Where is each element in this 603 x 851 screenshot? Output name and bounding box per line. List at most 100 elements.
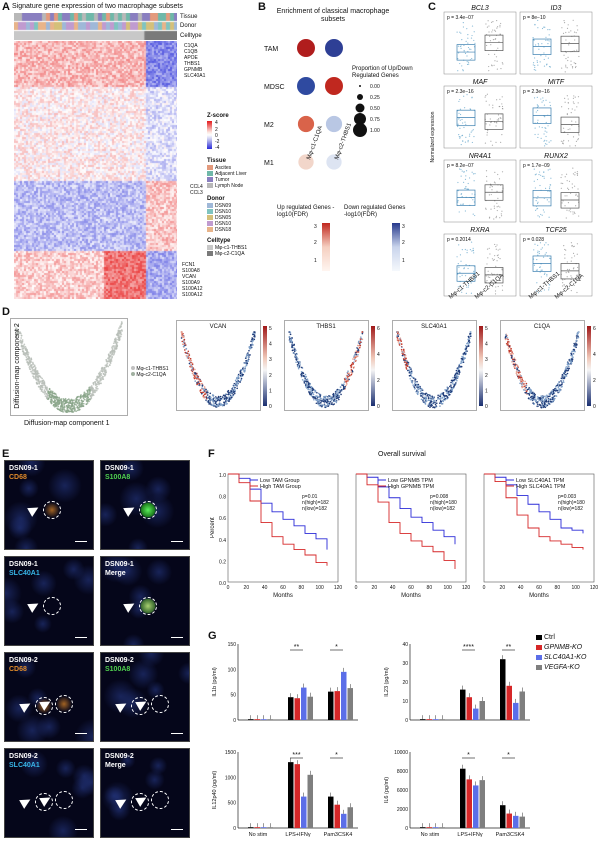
cell-point — [511, 353, 513, 355]
data-point — [493, 205, 495, 207]
cell-point — [240, 377, 243, 380]
cell-point — [233, 388, 236, 391]
cell-point — [425, 400, 428, 402]
data-point — [543, 133, 545, 135]
data-point — [495, 215, 498, 217]
data-point — [459, 98, 461, 101]
gene-label: S100A12 — [182, 286, 203, 292]
data-point — [467, 282, 470, 285]
cell-point — [110, 358, 113, 361]
cell-point — [45, 392, 48, 395]
cell-outline — [43, 501, 61, 519]
cell-point — [96, 379, 98, 382]
cell-point — [198, 382, 201, 385]
cell-point — [354, 351, 357, 354]
cell-point — [105, 358, 108, 361]
cell-point — [53, 392, 56, 395]
data-point — [464, 52, 467, 55]
survival-xtick: 20 — [244, 585, 250, 591]
data-point — [577, 195, 579, 197]
cell-point — [442, 394, 445, 397]
cell-point — [293, 352, 296, 355]
cell-point — [328, 402, 331, 405]
cell-point — [22, 351, 25, 354]
data-point — [563, 139, 565, 142]
cell-point — [215, 399, 217, 402]
cell-point — [223, 395, 226, 397]
arrowhead-icon — [19, 699, 33, 713]
cell-point — [190, 364, 193, 366]
cell-point — [439, 393, 442, 396]
cell-point — [183, 345, 185, 347]
data-point — [570, 260, 572, 262]
cell-point — [310, 385, 313, 388]
data-point — [471, 34, 473, 37]
cell-point — [69, 401, 72, 404]
cell-outline — [35, 697, 53, 715]
cell-point — [310, 394, 313, 397]
data-point — [543, 244, 546, 246]
data-point — [570, 30, 572, 32]
cell-point — [237, 376, 240, 378]
data-point — [547, 169, 549, 171]
cell-point — [233, 384, 236, 387]
data-point — [565, 57, 567, 60]
cell-point — [225, 403, 227, 405]
cell-point — [520, 380, 522, 383]
cell-point — [350, 366, 353, 368]
data-point — [548, 289, 550, 291]
cell-point — [23, 354, 26, 356]
survival-ytick: 0.6 — [219, 516, 226, 522]
data-point — [496, 260, 498, 262]
cell-point — [464, 352, 466, 355]
cell-point — [562, 374, 565, 377]
cell-point — [250, 345, 252, 348]
data-point — [463, 49, 465, 52]
cell-point — [294, 354, 297, 356]
data-point — [470, 37, 473, 39]
cell-point — [437, 394, 439, 397]
cell-point — [86, 398, 88, 401]
legend-row: DSN10 — [207, 209, 231, 215]
cell-point — [575, 339, 578, 342]
data-point — [467, 42, 469, 44]
data-point — [535, 69, 537, 71]
data-point — [459, 31, 461, 33]
data-point — [464, 178, 467, 180]
cell-point — [50, 398, 53, 401]
data-point — [534, 174, 536, 176]
data-point — [567, 108, 570, 110]
cell-point — [103, 370, 106, 373]
data-point — [492, 29, 494, 31]
cell-point — [69, 406, 72, 409]
cell-point — [342, 385, 345, 388]
cell-point — [515, 372, 518, 375]
data-point — [496, 255, 499, 257]
cell-point — [33, 364, 36, 367]
colorbar — [587, 326, 591, 406]
size-legend-dot — [353, 123, 367, 137]
data-point — [562, 141, 564, 143]
cell-point — [237, 377, 239, 380]
cell-point — [288, 331, 290, 333]
data-point — [534, 243, 536, 245]
boxplot-gene-title: NR4A1 — [469, 153, 492, 160]
data-point — [488, 53, 490, 56]
colorbar — [479, 326, 483, 406]
cell-point — [60, 408, 63, 411]
cell-point — [544, 395, 546, 397]
data-point — [542, 256, 545, 258]
cell-point — [534, 398, 537, 400]
data-point — [562, 282, 564, 284]
data-point — [489, 118, 491, 120]
cell-point — [404, 361, 406, 364]
cell-point — [424, 402, 426, 404]
data-point — [457, 70, 459, 72]
data-point — [532, 62, 535, 64]
data-point — [489, 40, 492, 42]
cell-point — [77, 400, 80, 403]
data-point — [486, 134, 488, 136]
cell-point — [227, 393, 230, 396]
data-point — [499, 98, 501, 101]
cell-point — [100, 368, 103, 370]
